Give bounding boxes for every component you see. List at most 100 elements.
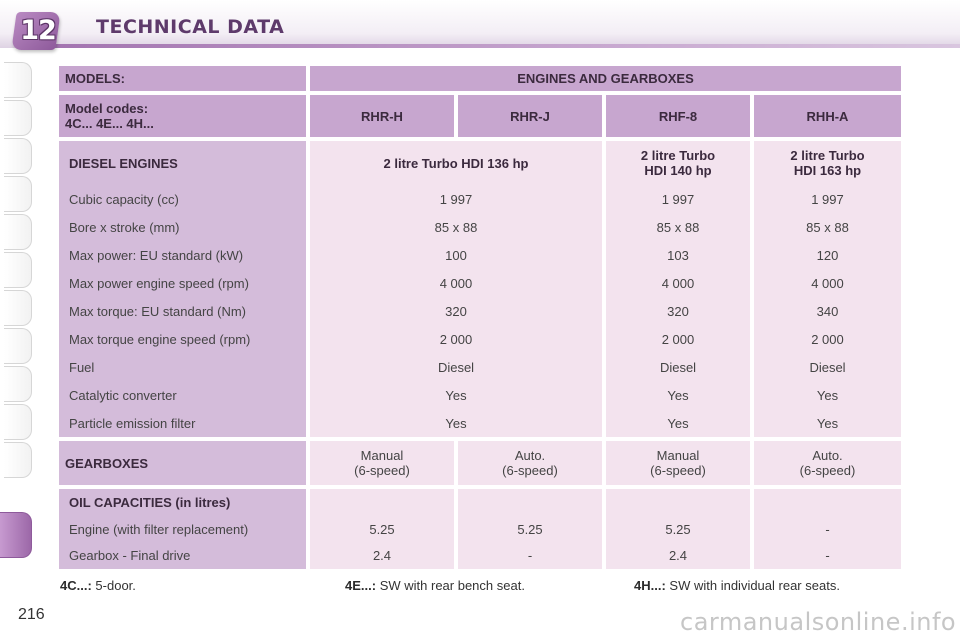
oil-gearbox-value: 2.4 xyxy=(372,548,392,564)
watermark: carmanualsonline.info xyxy=(680,608,957,636)
engine-code: RHF-8 xyxy=(606,95,750,137)
oil-engine-value: 5.25 xyxy=(369,521,395,537)
footnote-4e: 4E...: SW with rear bench seat. xyxy=(345,578,525,593)
engine-140-cell: 2 litre Turbo HDI 140 hp 1 997 85 x 88 1… xyxy=(606,141,750,437)
models-label: MODELS: xyxy=(59,66,306,91)
chapter-tab-12-active[interactable] xyxy=(0,512,32,558)
engine-136-heading: 2 litre Turbo HDI 136 hp xyxy=(383,155,529,171)
oil-capacities-label: OIL CAPACITIES (in litres) xyxy=(69,494,231,510)
table-row: GEARBOXES Manual (6-speed) Auto. (6-spee… xyxy=(59,441,901,485)
gearbox-type: Auto. xyxy=(812,448,843,463)
chapter-tab-10[interactable] xyxy=(4,404,32,440)
engine-code: RHH-A xyxy=(754,95,901,137)
chapter-tab-4[interactable] xyxy=(4,176,32,212)
gearbox-cell: Manual (6-speed) xyxy=(310,441,454,485)
oil-labels-cell: OIL CAPACITIES (in litres) Engine (with … xyxy=(59,489,306,569)
spec-value: 340 xyxy=(816,303,839,319)
oil-values-cell: 5.25 2.4 xyxy=(606,489,750,569)
gearbox-cell: Manual (6-speed) xyxy=(606,441,750,485)
gearbox-type: Auto. xyxy=(514,448,546,463)
chapter-tab-3[interactable] xyxy=(4,138,32,174)
gearbox-speed: (6-speed) xyxy=(799,463,856,478)
chapter-tab-5[interactable] xyxy=(4,214,32,250)
spec-value: 85 x 88 xyxy=(434,219,478,235)
spec-value: 320 xyxy=(445,303,467,319)
spec-value: 103 xyxy=(667,247,689,263)
chapter-number: 12 xyxy=(20,15,57,46)
oil-gearbox-value: 2.4 xyxy=(668,548,688,564)
chapter-tab-7[interactable] xyxy=(4,290,32,326)
oil-engine-value: 5.25 xyxy=(517,521,543,537)
chapter-tab-2[interactable] xyxy=(4,100,32,136)
oil-engine-value: - xyxy=(825,521,830,537)
oil-values-cell: - - xyxy=(754,489,901,569)
chapter-tab-8[interactable] xyxy=(4,328,32,364)
engine-136-cell: 2 litre Turbo HDI 136 hp 1 997 85 x 88 1… xyxy=(310,141,602,437)
engine-code: RHR-H xyxy=(310,95,454,137)
spec-value: Yes xyxy=(816,415,839,431)
spec-label: Catalytic converter xyxy=(69,387,177,403)
spec-label: Particle emission filter xyxy=(69,415,196,431)
model-codes-cell: Model codes: 4C... 4E... 4H... xyxy=(59,95,306,137)
oil-gearbox-label: Gearbox - Final drive xyxy=(69,548,191,564)
engine-140-heading: 2 litre Turbo HDI 140 hp xyxy=(640,148,716,178)
spec-label: Max power engine speed (rpm) xyxy=(69,275,249,291)
spec-value: Diesel xyxy=(437,359,475,375)
spec-value: Yes xyxy=(816,387,839,403)
spec-value: Yes xyxy=(445,415,467,431)
footnote-text: 5-door. xyxy=(95,578,136,593)
chapter-tabs xyxy=(0,62,34,572)
chapter-tab-6[interactable] xyxy=(4,252,32,288)
spec-value: 120 xyxy=(816,247,839,263)
chapter-tab-1[interactable] xyxy=(4,62,32,98)
spec-value: 1 997 xyxy=(439,191,473,207)
spec-value: Diesel xyxy=(659,359,697,375)
footnote-4c: 4C...: 5-door. xyxy=(60,578,136,593)
spec-value: 4 000 xyxy=(439,275,473,291)
oil-gearbox-value: - xyxy=(527,548,533,564)
engines-gearboxes-header: ENGINES AND GEARBOXES xyxy=(310,66,901,91)
spec-value: Yes xyxy=(667,415,689,431)
footnote-code: 4C...: xyxy=(60,578,92,593)
engine-code: RHR-J xyxy=(458,95,602,137)
spec-value: 1 997 xyxy=(661,191,695,207)
gearboxes-label: GEARBOXES xyxy=(59,441,306,485)
oil-engine-label: Engine (with filter replacement) xyxy=(69,521,249,537)
spec-value: Yes xyxy=(667,387,689,403)
header-rule xyxy=(50,44,960,48)
engine-163-heading: 2 litre Turbo HDI 163 hp xyxy=(790,148,865,178)
spec-value: Yes xyxy=(445,387,467,403)
diesel-engines-label: DIESEL ENGINES xyxy=(69,155,178,171)
spec-value: 2 000 xyxy=(811,331,844,347)
spec-value: 2 000 xyxy=(661,331,695,347)
page-header xyxy=(0,0,960,48)
footnote-code: 4E...: xyxy=(345,578,377,593)
chapter-tab-11[interactable] xyxy=(4,442,32,478)
spec-label: Cubic capacity (cc) xyxy=(69,191,179,207)
engine-163-cell: 2 litre Turbo HDI 163 hp 1 997 85 x 88 1… xyxy=(754,141,901,437)
footnote-code: 4H...: xyxy=(634,578,666,593)
spec-value: 85 x 88 xyxy=(806,219,849,235)
gearbox-type: Manual xyxy=(656,448,700,463)
gearbox-cell: Auto. (6-speed) xyxy=(754,441,901,485)
spec-value: 4 000 xyxy=(661,275,695,291)
gearbox-speed: (6-speed) xyxy=(650,463,706,478)
spec-label: Max torque: EU standard (Nm) xyxy=(69,303,247,319)
table-row: MODELS: ENGINES AND GEARBOXES xyxy=(59,66,901,91)
oil-values-cell: 5.25 - xyxy=(458,489,602,569)
page-title: TECHNICAL DATA xyxy=(96,16,285,38)
gearbox-speed: (6-speed) xyxy=(354,463,410,478)
oil-engine-value: 5.25 xyxy=(665,521,691,537)
spec-value: Diesel xyxy=(809,359,846,375)
spec-value: 1 997 xyxy=(811,191,844,207)
spec-value: 320 xyxy=(667,303,689,319)
chapter-tab-9[interactable] xyxy=(4,366,32,402)
diesel-labels-cell: DIESEL ENGINES Cubic capacity (cc) Bore … xyxy=(59,141,306,437)
spec-value: 85 x 88 xyxy=(656,219,700,235)
page-number: 216 xyxy=(18,606,45,623)
footnote-4h: 4H...: SW with individual rear seats. xyxy=(634,578,840,593)
spec-label: Max torque engine speed (rpm) xyxy=(69,331,251,347)
table-row: DIESEL ENGINES Cubic capacity (cc) Bore … xyxy=(59,141,901,437)
spec-value: 2 000 xyxy=(439,331,473,347)
spec-label: Bore x stroke (mm) xyxy=(69,219,180,235)
